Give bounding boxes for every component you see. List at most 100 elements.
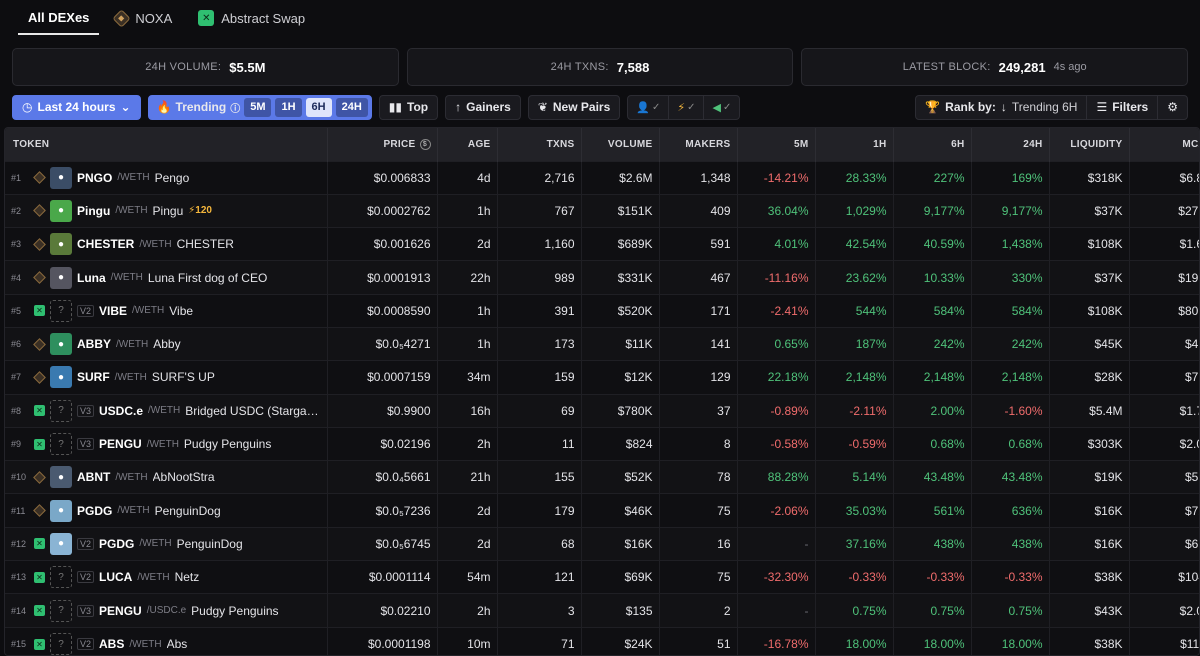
age-cell: 2h — [436, 426, 497, 461]
col-age[interactable]: AGE — [436, 128, 497, 161]
table-row[interactable]: #1 ● PNGO /WETH Pengo $0.006833 4d 2,716… — [5, 160, 1199, 195]
pair-quote: /WETH — [115, 471, 148, 483]
token-cell[interactable]: #14 ✕? V3 PENGU /USDC.e Pudgy Penguins — [5, 593, 327, 628]
segment-1h[interactable]: 1H — [275, 97, 302, 117]
trending-group[interactable]: 🔥 Trending ⓘ 5M 1H 6H 24H — [147, 94, 372, 120]
table-row[interactable]: #12 ✕ ● V2 PGDG /WETH PenguinDog $0.0₅6745… — [5, 526, 1199, 561]
col-6h[interactable]: 6H — [892, 128, 971, 161]
change-5m-cell: -0.58% — [736, 426, 815, 461]
trending-label: Trending — [175, 100, 227, 114]
timeframe-dropdown[interactable]: ◷ Last 24 hours ⌄ — [12, 94, 141, 120]
table-row[interactable]: #5 ✕? V2 VIBE /WETH Vibe $0.0008590 1h 39… — [5, 293, 1199, 328]
price-cell: $0.9900 — [326, 393, 437, 428]
rank-by-dropdown[interactable]: 🏆 Rank by: ↓ Trending 6H — [916, 95, 1088, 119]
price-cell: $0.001626 — [326, 227, 437, 261]
table-row[interactable]: #15 ✕? V2 ABS /WETH Abs $0.0001198 10m 71… — [5, 626, 1199, 655]
col-price[interactable]: PRICE $ — [326, 128, 437, 161]
settings-button[interactable]: ⚙ — [1158, 96, 1187, 119]
volume-cell: $69K — [580, 560, 659, 594]
table-row[interactable]: #2 ● Pingu /WETH Pingu ⚡120 $0.0002762 1… — [5, 193, 1199, 228]
tab-abstract-swap[interactable]: ✕ Abstract Swap — [188, 1, 315, 35]
txns-cell: 989 — [496, 260, 581, 295]
change-24h-cell: -1.60% — [970, 393, 1049, 428]
change-1h-cell: 28.33% — [814, 160, 893, 195]
table-row[interactable]: #4 ● Luna /WETH Luna First dog of CEO $0… — [5, 260, 1199, 295]
change-24h-cell: 242% — [970, 326, 1049, 361]
token-cell[interactable]: #5 ✕? V2 VIBE /WETH Vibe — [5, 293, 327, 328]
tab-noxa-label: NOXA — [135, 10, 173, 26]
change-5m-cell: -32.30% — [736, 560, 815, 594]
change-6h-cell: 9,177% — [892, 193, 971, 228]
token-cell[interactable]: #7 ● SURF /WETH SURF'S UP — [5, 360, 327, 395]
token-cell[interactable]: #2 ● Pingu /WETH Pingu ⚡120 — [5, 193, 327, 228]
segment-6h[interactable]: 6H — [305, 97, 332, 117]
filters-button[interactable]: ☰ Filters — [1087, 95, 1159, 119]
token-cell[interactable]: #4 ● Luna /WETH Luna First dog of CEO — [5, 260, 327, 295]
change-6h-cell: 40.59% — [892, 227, 971, 261]
txns-cell: 159 — [496, 360, 581, 395]
segment-24h[interactable]: 24H — [335, 97, 368, 117]
token-name: CHESTER — [176, 237, 234, 252]
token-cell[interactable]: #3 ● CHESTER /WETH CHESTER — [5, 227, 327, 261]
segment-5m[interactable]: 5M — [244, 97, 272, 117]
table-row[interactable]: #7 ● SURF /WETH SURF'S UP $0.0007159 34m… — [5, 360, 1199, 395]
stat-txns-value: 7,588 — [616, 59, 650, 75]
check-icon: ✓ — [687, 101, 696, 113]
token-cell[interactable]: #10 ● ABNT /WETH AbNootStra — [5, 460, 327, 494]
tab-all-dexes[interactable]: All DEXes — [18, 1, 100, 35]
token-cell[interactable]: #13 ✕? V2 LUCA /WETH Netz — [5, 560, 327, 594]
col-mcap[interactable]: MCAP — [1128, 128, 1199, 161]
table-row[interactable]: #9 ✕? V3 PENGU /WETH Pudgy Penguins $0.02… — [5, 426, 1199, 461]
token-cell[interactable]: #11 ● PGDG /WETH PenguinDog — [5, 493, 327, 528]
table-row[interactable]: #3 ● CHESTER /WETH CHESTER $0.001626 2d … — [5, 227, 1199, 261]
table-row[interactable]: #10 ● ABNT /WETH AbNootStra $0.0₄5661 21… — [5, 460, 1199, 494]
top-button[interactable]: ▮▮ Top — [378, 94, 439, 120]
col-makers[interactable]: MAKERS — [658, 128, 737, 161]
token-cell[interactable]: #1 ● PNGO /WETH Pengo — [5, 160, 327, 195]
rank: #5 — [11, 305, 22, 316]
ad-filter-toggle[interactable]: ◀ ✓ — [704, 96, 739, 119]
user-icon: 👤 — [636, 101, 650, 114]
table-row[interactable]: #11 ● PGDG /WETH PenguinDog $0.0₅7236 2d… — [5, 493, 1199, 528]
col-liquidity[interactable]: LIQUIDITY — [1048, 128, 1129, 161]
token-cell[interactable]: #9 ✕? V3 PENGU /WETH Pudgy Penguins — [5, 426, 327, 461]
version-badge: V2 — [77, 638, 95, 651]
age-cell: 1h — [436, 293, 497, 328]
liquidity-cell: $38K — [1048, 626, 1129, 655]
new-pairs-button[interactable]: ❦ New Pairs — [527, 94, 621, 120]
gainers-button[interactable]: ↑ Gainers — [445, 94, 521, 120]
token-symbol: LUCA — [99, 570, 133, 585]
mcap-cell: $1.6M — [1128, 227, 1199, 261]
col-1h[interactable]: 1H — [814, 128, 893, 161]
col-5m[interactable]: 5M — [736, 128, 815, 161]
table-row[interactable]: #14 ✕? V3 PENGU /USDC.e Pudgy Penguins $0… — [5, 593, 1199, 628]
pair-quote: /WETH — [146, 438, 179, 450]
token-cell[interactable]: #8 ✕? V3 USDC.e /WETH Bridged USDC (Starg… — [5, 393, 327, 428]
token-name: AbNootStra — [152, 470, 215, 485]
tab-all-dexes-label: All DEXes — [28, 9, 90, 25]
token-cell[interactable]: #12 ✕ ● V2 PGDG /WETH PenguinDog — [5, 526, 327, 561]
mcap-cell: $42K — [1128, 326, 1199, 361]
liquidity-cell: $108K — [1048, 227, 1129, 261]
col-volume[interactable]: VOLUME — [580, 128, 659, 161]
mcap-cell: $72K — [1128, 493, 1199, 528]
col-txns[interactable]: TXNS — [496, 128, 581, 161]
token-name: Netz — [174, 570, 200, 585]
rank: #9 — [11, 439, 22, 450]
makers-cell: 16 — [658, 526, 737, 561]
token-cell[interactable]: #15 ✕? V2 ABS /WETH Abs — [5, 626, 327, 655]
tab-noxa[interactable]: ◆ NOXA — [105, 1, 182, 35]
change-6h-cell: 227% — [892, 160, 971, 195]
table-row[interactable]: #6 ● ABBY /WETH Abby $0.0₅4271 1h 173 $1… — [5, 326, 1199, 361]
user-filter-toggle[interactable]: 👤 ✓ — [628, 95, 670, 119]
table-row[interactable]: #8 ✕? V3 USDC.e /WETH Bridged USDC (Starg… — [5, 393, 1199, 428]
col-token[interactable]: TOKEN — [5, 128, 327, 161]
boost-filter-toggle[interactable]: ⚡ ✓ — [669, 95, 705, 119]
table-row[interactable]: #13 ✕? V2 LUCA /WETH Netz $0.0001114 54m … — [5, 560, 1199, 594]
chevron-down-icon: ⌄ — [120, 100, 131, 114]
currency-icon: $ — [419, 138, 431, 150]
col-24h[interactable]: 24H — [970, 128, 1049, 161]
change-24h-cell: 438% — [970, 526, 1049, 561]
volume-cell: $135 — [580, 593, 659, 628]
token-cell[interactable]: #6 ● ABBY /WETH Abby — [5, 326, 327, 361]
